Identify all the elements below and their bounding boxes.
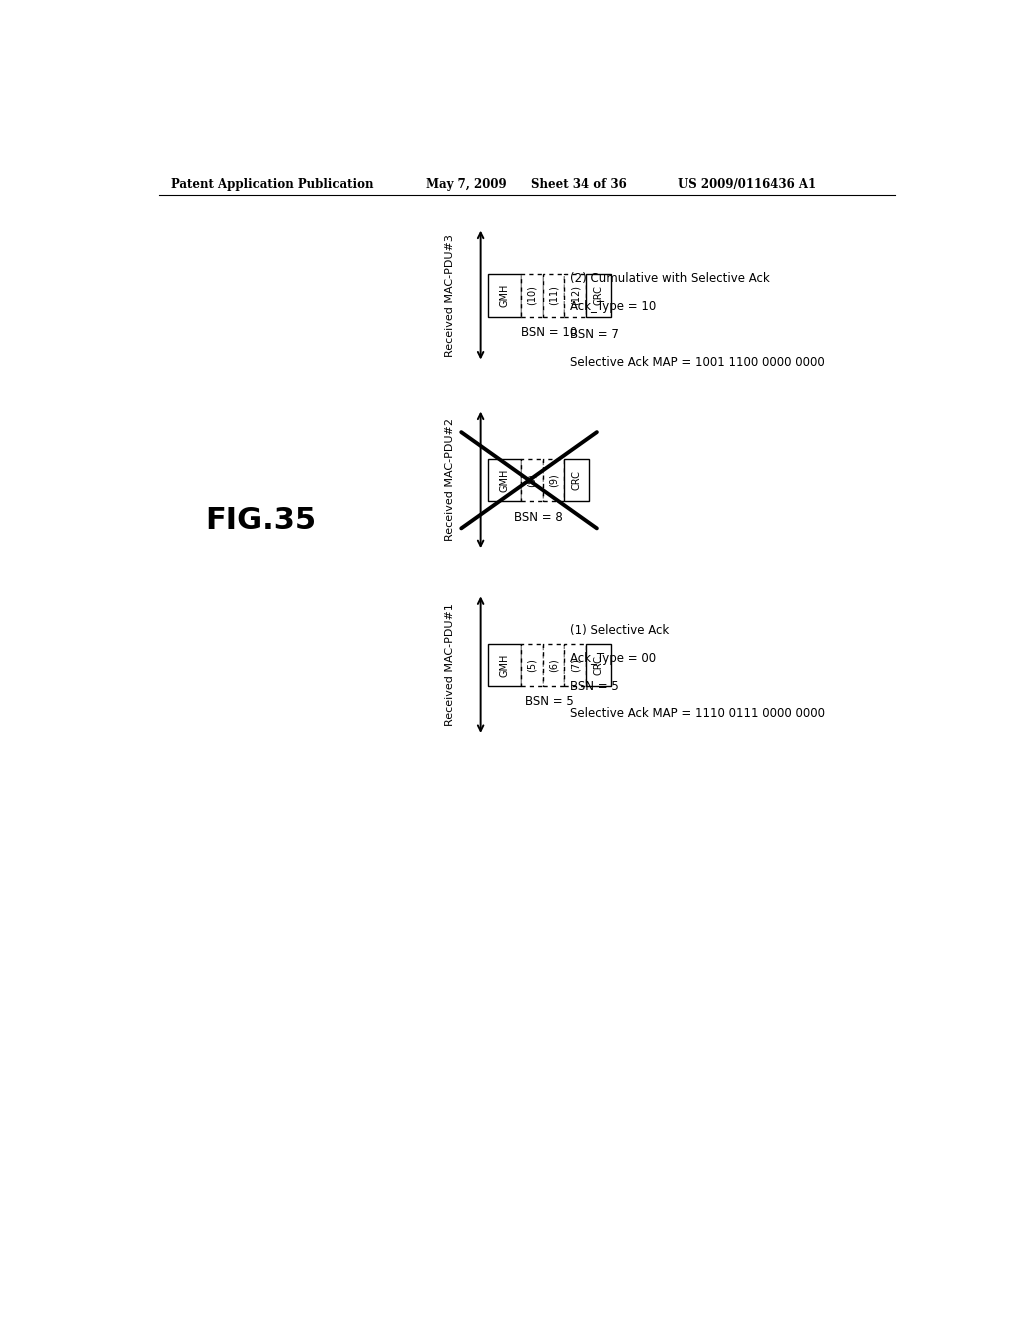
Text: Ack_Type = 00: Ack_Type = 00 — [569, 652, 656, 665]
Bar — [521, 275, 543, 317]
Text: (1) Selective Ack: (1) Selective Ack — [569, 624, 669, 638]
Text: Ack_Type = 10: Ack_Type = 10 — [569, 300, 656, 313]
Text: Sheet 34 of 36: Sheet 34 of 36 — [531, 178, 627, 190]
Text: BSN = 7: BSN = 7 — [569, 327, 618, 341]
Text: (2) Cumulative with Selective Ack: (2) Cumulative with Selective Ack — [569, 272, 769, 285]
Bar — [564, 644, 586, 686]
Text: Patent Application Publication: Patent Application Publication — [171, 178, 373, 190]
Text: (11): (11) — [549, 285, 558, 305]
Text: CRC: CRC — [594, 285, 603, 305]
Bar — [488, 459, 521, 502]
Text: Received MAC-PDU#2: Received MAC-PDU#2 — [444, 418, 455, 541]
Text: CRC: CRC — [571, 470, 582, 490]
Bar — [586, 644, 611, 686]
Bar — [488, 644, 521, 686]
Bar — [543, 459, 564, 502]
Bar — [488, 275, 521, 317]
Text: CRC: CRC — [594, 655, 603, 675]
Bar — [543, 275, 564, 317]
Text: (5): (5) — [526, 659, 537, 672]
Text: US 2009/0116436 A1: US 2009/0116436 A1 — [678, 178, 816, 190]
Bar — [586, 275, 611, 317]
Bar — [521, 459, 543, 502]
Bar — [543, 644, 564, 686]
Text: (6): (6) — [549, 659, 558, 672]
Text: Selective Ack MAP = 1110 0111 0000 0000: Selective Ack MAP = 1110 0111 0000 0000 — [569, 708, 824, 721]
Text: BSN = 5: BSN = 5 — [569, 680, 618, 693]
Text: Received MAC-PDU#3: Received MAC-PDU#3 — [444, 234, 455, 356]
Text: GMH: GMH — [500, 284, 510, 308]
Bar — [521, 644, 543, 686]
Text: (10): (10) — [526, 285, 537, 305]
Text: (9): (9) — [549, 474, 558, 487]
Text: BSN = 5: BSN = 5 — [525, 696, 574, 709]
Text: GMH: GMH — [500, 653, 510, 677]
Text: Received MAC-PDU#1: Received MAC-PDU#1 — [444, 603, 455, 726]
Text: FIG.35: FIG.35 — [206, 506, 316, 535]
Bar — [564, 275, 586, 317]
Text: Selective Ack MAP = 1001 1100 0000 0000: Selective Ack MAP = 1001 1100 0000 0000 — [569, 355, 824, 368]
Bar — [564, 459, 589, 502]
Text: BSN = 10: BSN = 10 — [521, 326, 578, 339]
Text: May 7, 2009: May 7, 2009 — [426, 178, 507, 190]
Text: (12): (12) — [570, 285, 581, 305]
Text: (8): (8) — [526, 474, 537, 487]
Text: (7): (7) — [570, 659, 581, 672]
Text: BSN = 8: BSN = 8 — [514, 511, 563, 524]
Text: GMH: GMH — [500, 469, 510, 492]
